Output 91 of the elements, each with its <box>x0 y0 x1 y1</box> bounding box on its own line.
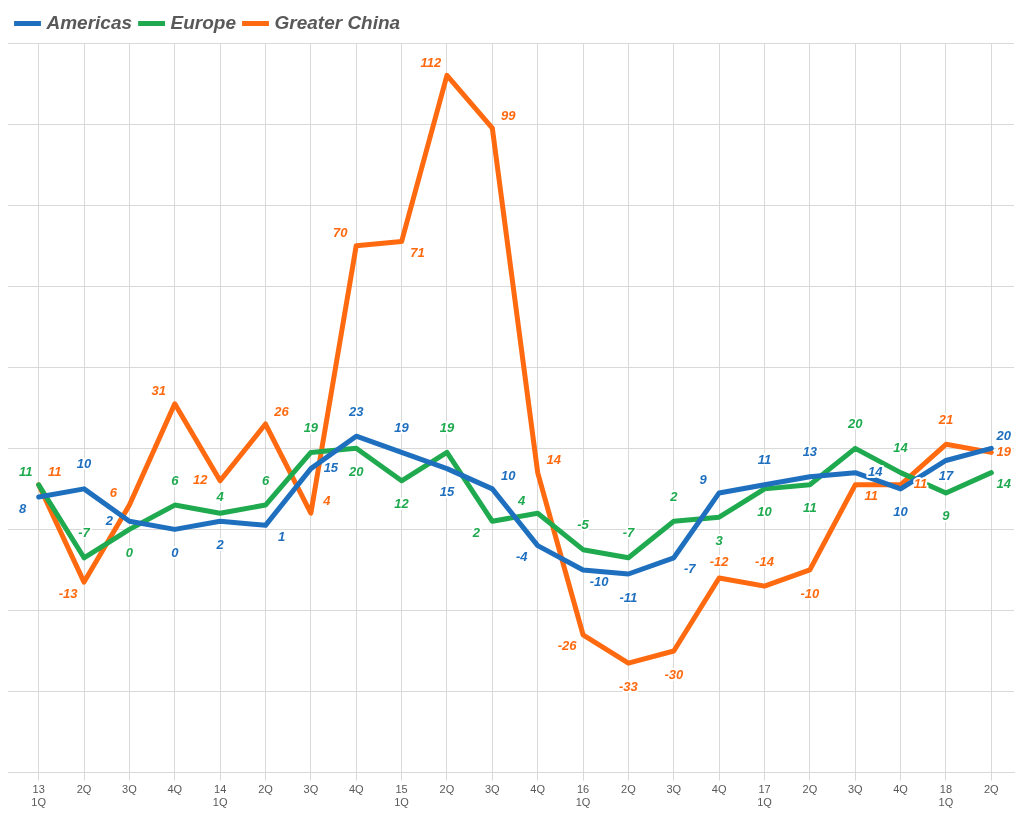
x-tick-label: 4Q <box>530 783 546 796</box>
data-label: 20 <box>846 415 864 431</box>
x-tick-label: 3Q <box>847 783 863 796</box>
data-label: 31 <box>151 383 167 399</box>
data-label: 70 <box>332 225 349 241</box>
x-tick-label: 2Q <box>76 783 92 796</box>
data-label: 0 <box>171 544 180 560</box>
data-label: 13 <box>802 444 818 460</box>
data-label: 2 <box>471 524 481 540</box>
data-label: 10 <box>757 504 773 520</box>
data-label: -11 <box>619 589 638 605</box>
data-label: 11 <box>757 452 772 468</box>
data-label: 9 <box>699 472 708 488</box>
data-label: 15 <box>439 484 455 500</box>
data-label: 19 <box>303 419 319 435</box>
data-label: 4 <box>215 488 225 504</box>
data-label: 1 <box>277 528 286 544</box>
data-label: 6 <box>109 484 118 500</box>
data-label: 0 <box>125 544 134 560</box>
data-label: 4 <box>322 492 332 508</box>
x-tick-label: 16 1Q <box>575 783 591 809</box>
data-label: -5 <box>577 517 590 533</box>
x-tick-label: 3Q <box>303 783 319 796</box>
data-label: 14 <box>867 464 884 480</box>
data-label: -13 <box>58 585 79 601</box>
x-tick-label: 2Q <box>621 783 637 796</box>
x-tick-label: 4Q <box>348 783 364 796</box>
data-label: -30 <box>664 666 684 682</box>
data-label: 6 <box>171 472 180 488</box>
data-label: 11 <box>803 500 817 516</box>
data-label: -7 <box>78 525 91 541</box>
data-label: -33 <box>619 678 639 694</box>
data-label: 14 <box>546 452 562 468</box>
data-label: 10 <box>501 468 517 484</box>
x-tick-label: 4Q <box>167 783 183 796</box>
data-label: 11 <box>47 464 62 480</box>
data-label: 99 <box>501 107 517 123</box>
x-tick-label: 4Q <box>711 783 727 796</box>
data-label: 2 <box>215 536 225 552</box>
data-label: 14 <box>893 440 909 456</box>
x-tick-label: 2Q <box>439 783 455 796</box>
x-tick-label: 4Q <box>893 783 909 796</box>
data-label: -10 <box>800 585 821 601</box>
data-label: 19 <box>439 419 455 435</box>
data-label: 20 <box>347 463 365 479</box>
data-label: 10 <box>893 504 909 520</box>
data-label: 14 <box>996 476 1012 492</box>
x-tick-label: 17 1Q <box>757 783 773 809</box>
data-label: -12 <box>709 553 730 569</box>
data-label: 19 <box>394 419 410 435</box>
data-label: 71 <box>410 245 425 261</box>
data-label: 19 <box>996 443 1012 459</box>
data-label: 2 <box>104 512 114 528</box>
x-tick-label: 15 1Q <box>394 783 410 809</box>
data-label: 12 <box>192 472 209 488</box>
data-label: 20 <box>995 427 1012 443</box>
data-label: 12 <box>394 496 410 512</box>
data-label: -26 <box>557 638 578 654</box>
x-tick-label: 2Q <box>802 783 818 796</box>
data-label: 6 <box>261 472 270 488</box>
data-label: 10 <box>76 456 93 472</box>
data-label: 26 <box>273 403 290 419</box>
data-label: 112 <box>420 55 443 70</box>
legend-label: Americas <box>45 11 133 33</box>
data-label: 21 <box>937 411 954 427</box>
data-label: -14 <box>755 553 775 569</box>
x-tick-label: 18 1Q <box>938 783 954 809</box>
data-label: 4 <box>517 492 527 508</box>
data-label: 3 <box>715 532 724 548</box>
x-tick-label: 2Q <box>983 783 1000 796</box>
x-tick-label: 3Q <box>666 783 682 796</box>
data-label: -4 <box>515 549 529 565</box>
x-tick-label: 2Q <box>258 783 274 796</box>
data-label: 2 <box>669 488 679 504</box>
data-label: -10 <box>589 573 610 589</box>
data-label: 17 <box>938 468 954 484</box>
x-tick-label: 3Q <box>484 783 501 796</box>
data-label: 11 <box>913 476 928 492</box>
data-label: 8 <box>19 500 28 516</box>
data-label: -7 <box>683 561 697 577</box>
legend-label: Greater China <box>274 11 401 33</box>
data-label: 23 <box>347 403 365 419</box>
legend-label: Europe <box>170 11 237 33</box>
x-tick-label: 14 1Q <box>212 783 228 809</box>
data-label: 15 <box>323 460 339 476</box>
data-label: 11 <box>19 464 33 480</box>
data-label: 11 <box>864 488 878 504</box>
data-label: -7 <box>622 525 635 541</box>
x-tick-label: 13 1Q <box>31 783 47 809</box>
data-label: 9 <box>942 508 951 524</box>
x-tick-label: 3Q <box>122 783 138 796</box>
